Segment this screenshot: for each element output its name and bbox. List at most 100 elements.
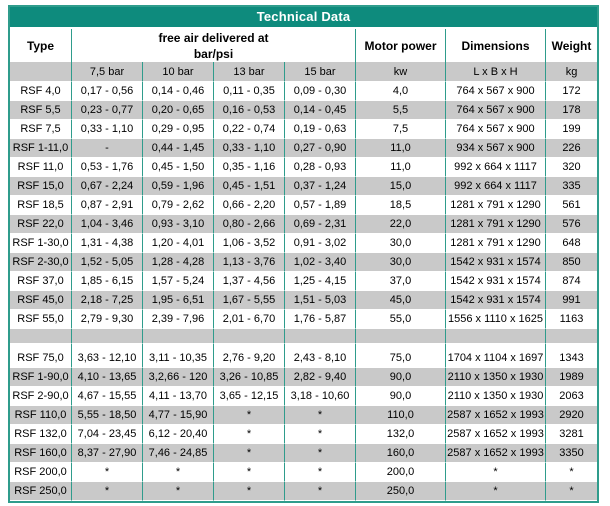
- value-cell: 90,0: [356, 387, 446, 406]
- technical-data-table: Type free air delivered at bar/psi Motor…: [10, 29, 597, 501]
- type-cell: RSF 2-90,0: [10, 387, 72, 406]
- type-cell: RSF 22,0: [10, 215, 72, 234]
- value-cell: 2587 x 1652 x 1993: [446, 406, 546, 425]
- value-cell: 4,77 - 15,90: [143, 406, 214, 425]
- value-cell: 2587 x 1652 x 1993: [446, 425, 546, 444]
- value-cell: 0,14 - 0,46: [143, 82, 214, 101]
- value-cell: 5,55 - 18,50: [72, 406, 143, 425]
- value-cell: *: [285, 406, 356, 425]
- type-cell: RSF 45,0: [10, 291, 72, 310]
- subheader-bar-13: 13 bar: [214, 62, 285, 82]
- type-cell: [10, 344, 72, 349]
- value-cell: 2,43 - 8,10: [285, 349, 356, 368]
- value-cell: 0,14 - 0,45: [285, 101, 356, 120]
- type-cell: RSF 132,0: [10, 425, 72, 444]
- value-cell: 3,63 - 12,10: [72, 349, 143, 368]
- value-cell: 55,0: [356, 310, 446, 329]
- value-cell: 1,13 - 3,76: [214, 253, 285, 272]
- table-row: RSF 37,0 1,85 - 6,15 1,57 - 5,24 1,37 - 4,5…: [10, 272, 597, 291]
- value-cell: *: [546, 482, 597, 501]
- value-cell: 576: [546, 215, 597, 234]
- header-weight: Weight: [546, 29, 597, 62]
- value-cell: *: [214, 482, 285, 501]
- value-cell: *: [546, 463, 597, 482]
- header-free-air-line1: free air delivered at: [158, 30, 269, 45]
- value-cell: 0,22 - 0,74: [214, 120, 285, 139]
- value-cell: 18,5: [356, 196, 446, 215]
- value-cell: 0,11 - 0,35: [214, 82, 285, 101]
- table-row: RSF 110,0 5,55 - 18,50 4,77 - 15,90 * * 110,0…: [10, 406, 597, 425]
- value-cell: 8,37 - 27,90: [72, 444, 143, 463]
- value-cell: 0,19 - 0,63: [285, 120, 356, 139]
- value-cell: 172: [546, 82, 597, 101]
- value-cell: 132,0: [356, 425, 446, 444]
- value-cell: 992 x 664 x 1117: [446, 158, 546, 177]
- value-cell: 1542 x 931 x 1574: [446, 272, 546, 291]
- value-cell: 7,5: [356, 120, 446, 139]
- type-cell: RSF 15,0: [10, 177, 72, 196]
- table-row: RSF 2-30,0 1,52 - 5,05 1,28 - 4,28 1,13 - 3…: [10, 253, 597, 272]
- value-cell: 30,0: [356, 234, 446, 253]
- table-title: Technical Data: [10, 7, 597, 29]
- value-cell: 1,76 - 5,87: [285, 310, 356, 329]
- type-cell: RSF 55,0: [10, 310, 72, 329]
- value-cell: 4,0: [356, 82, 446, 101]
- value-cell: 1163: [546, 310, 597, 329]
- value-cell: 226: [546, 139, 597, 158]
- value-cell: *: [446, 482, 546, 501]
- header-free-air-line2: bar/psi: [193, 46, 234, 61]
- type-cell: RSF 200,0: [10, 463, 72, 482]
- value-cell: 2110 x 1350 x 1930: [446, 368, 546, 387]
- type-cell: RSF 37,0: [10, 272, 72, 291]
- value-cell: 75,0: [356, 349, 446, 368]
- value-cell: 1281 x 791 x 1290: [446, 196, 546, 215]
- value-cell: 648: [546, 234, 597, 253]
- value-cell: [446, 329, 546, 344]
- value-cell: 1,04 - 3,46: [72, 215, 143, 234]
- value-cell: 0,33 - 1,10: [214, 139, 285, 158]
- value-cell: 2587 x 1652 x 1993: [446, 444, 546, 463]
- value-cell: 250,0: [356, 482, 446, 501]
- value-cell: 2110 x 1350 x 1930: [446, 387, 546, 406]
- value-cell: 561: [546, 196, 597, 215]
- type-cell: RSF 7,5: [10, 120, 72, 139]
- value-cell: 0,17 - 0,56: [72, 82, 143, 101]
- value-cell: [214, 344, 285, 349]
- spacer-row: [10, 344, 597, 349]
- header-motor-power: Motor power: [356, 29, 446, 62]
- value-cell: 15,0: [356, 177, 446, 196]
- value-cell: 1,37 - 4,56: [214, 272, 285, 291]
- value-cell: 0,16 - 0,53: [214, 101, 285, 120]
- header-dimensions: Dimensions: [446, 29, 546, 62]
- value-cell: 45,0: [356, 291, 446, 310]
- value-cell: *: [285, 482, 356, 501]
- value-cell: [72, 344, 143, 349]
- value-cell: *: [214, 463, 285, 482]
- type-cell: RSF 75,0: [10, 349, 72, 368]
- value-cell: 1,95 - 6,51: [143, 291, 214, 310]
- value-cell: 0,87 - 2,91: [72, 196, 143, 215]
- value-cell: 2,18 - 7,25: [72, 291, 143, 310]
- value-cell: 1,51 - 5,03: [285, 291, 356, 310]
- value-cell: *: [143, 463, 214, 482]
- value-cell: 764 x 567 x 900: [446, 120, 546, 139]
- value-cell: *: [72, 463, 143, 482]
- value-cell: *: [285, 463, 356, 482]
- value-cell: 1,28 - 4,28: [143, 253, 214, 272]
- value-cell: [446, 344, 546, 349]
- value-cell: 1,85 - 6,15: [72, 272, 143, 291]
- value-cell: 0,33 - 1,10: [72, 120, 143, 139]
- type-cell: RSF 5,5: [10, 101, 72, 120]
- subheader-bar-7-5: 7,5 bar: [72, 62, 143, 82]
- value-cell: *: [143, 482, 214, 501]
- table-row: RSF 18,5 0,87 - 2,91 0,79 - 2,62 0,66 - 2,2…: [10, 196, 597, 215]
- value-cell: 1,25 - 4,15: [285, 272, 356, 291]
- value-cell: 0,93 - 3,10: [143, 215, 214, 234]
- value-cell: 0,09 - 0,30: [285, 82, 356, 101]
- value-cell: 199: [546, 120, 597, 139]
- table-row: RSF 1-30,0 1,31 - 4,38 1,20 - 4,01 1,06 - 3…: [10, 234, 597, 253]
- value-cell: 11,0: [356, 158, 446, 177]
- type-cell: RSF 11,0: [10, 158, 72, 177]
- value-cell: 4,11 - 13,70: [143, 387, 214, 406]
- value-cell: 1556 x 1110 x 1625: [446, 310, 546, 329]
